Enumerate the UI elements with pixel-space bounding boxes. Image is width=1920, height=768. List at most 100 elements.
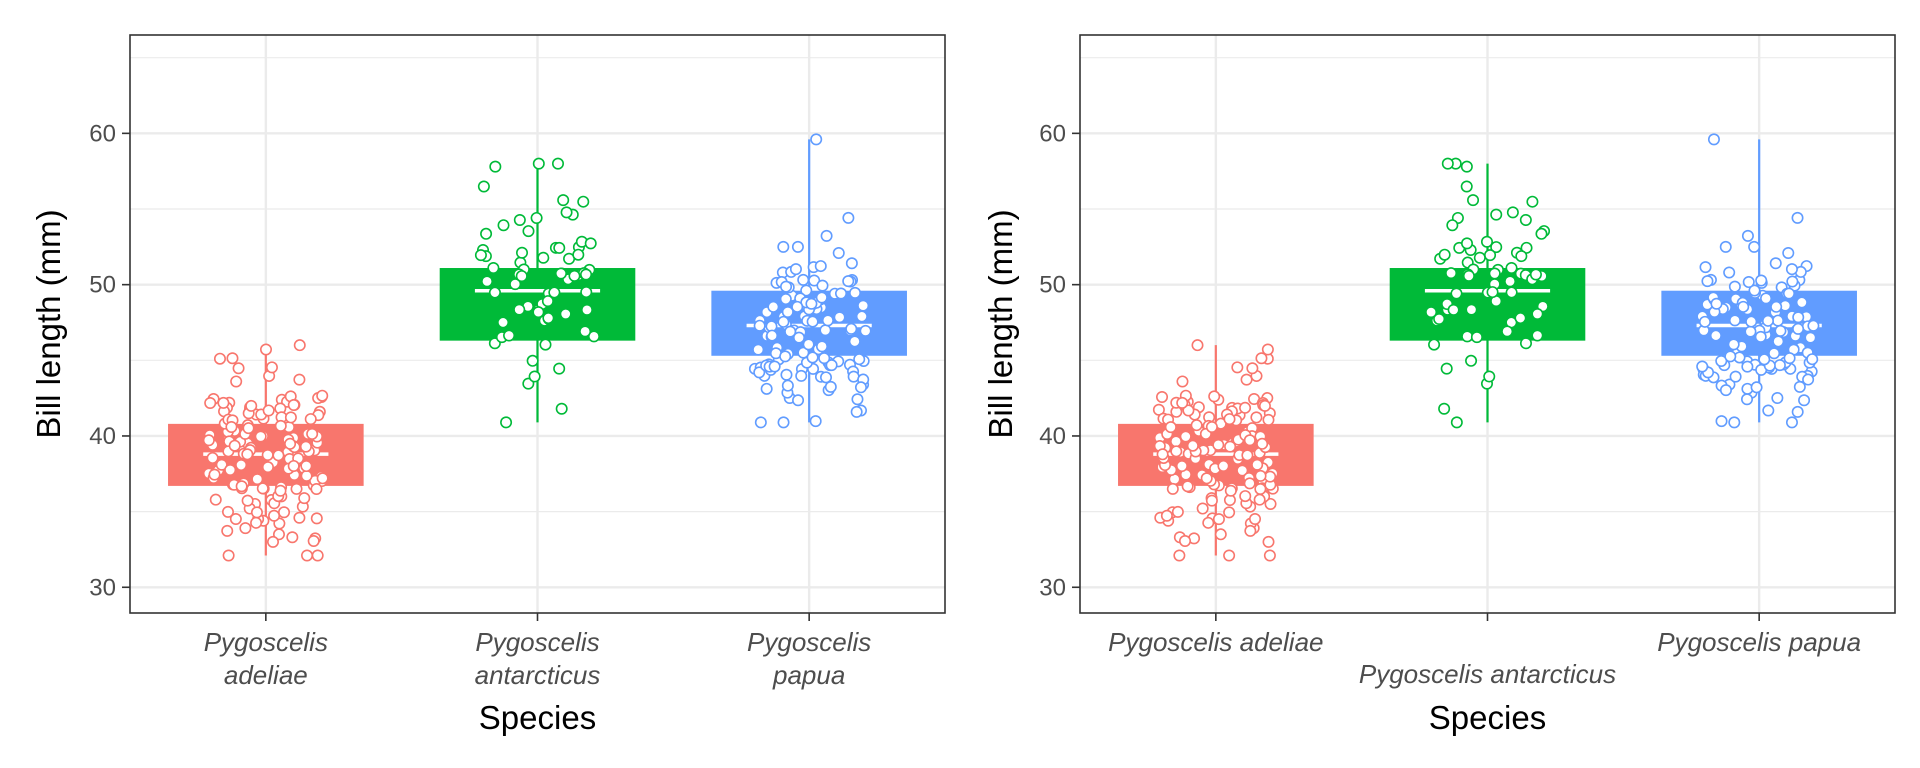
data-point bbox=[850, 405, 863, 418]
data-point bbox=[1699, 261, 1712, 274]
data-point bbox=[553, 362, 566, 375]
data-point bbox=[260, 343, 273, 356]
data-point bbox=[851, 393, 864, 406]
data-point bbox=[528, 370, 541, 383]
data-point bbox=[215, 458, 228, 471]
data-point bbox=[497, 219, 510, 232]
data-point bbox=[845, 257, 858, 270]
data-point bbox=[286, 531, 299, 544]
data-point bbox=[261, 461, 274, 474]
data-point bbox=[1806, 353, 1819, 366]
data-point bbox=[1488, 267, 1501, 280]
data-point bbox=[306, 427, 319, 440]
data-point bbox=[1223, 506, 1236, 519]
data-point bbox=[1719, 240, 1732, 253]
data-point bbox=[274, 419, 287, 432]
data-point bbox=[1755, 274, 1768, 287]
x-tick-label: Pygoscelis antarcticus bbox=[1359, 659, 1616, 689]
data-point bbox=[824, 380, 837, 393]
data-point bbox=[849, 286, 862, 299]
data-point bbox=[204, 396, 217, 409]
y-tick-label: 50 bbox=[1039, 272, 1066, 299]
data-point bbox=[1460, 160, 1473, 173]
data-point bbox=[855, 310, 868, 323]
data-point bbox=[842, 211, 855, 224]
data-point bbox=[1519, 337, 1532, 350]
data-point bbox=[1261, 343, 1274, 356]
data-point bbox=[1262, 535, 1275, 548]
data-point bbox=[854, 381, 867, 394]
data-point bbox=[1754, 330, 1767, 343]
data-point bbox=[587, 330, 600, 343]
data-point bbox=[221, 505, 234, 518]
data-point bbox=[795, 369, 808, 382]
data-point bbox=[1240, 373, 1253, 386]
data-point bbox=[584, 237, 597, 250]
data-point bbox=[1727, 338, 1740, 351]
data-point bbox=[1771, 391, 1784, 404]
data-point bbox=[781, 305, 794, 318]
data-point bbox=[1256, 437, 1269, 450]
data-point bbox=[1761, 314, 1774, 327]
data-point bbox=[805, 297, 818, 310]
data-point bbox=[513, 303, 526, 316]
data-point bbox=[1473, 251, 1486, 264]
data-point bbox=[217, 396, 230, 409]
data-point bbox=[235, 480, 248, 493]
data-point bbox=[316, 472, 329, 485]
data-point bbox=[1212, 513, 1225, 526]
data-point bbox=[1762, 404, 1775, 417]
y-axis: 30 40 50 60 bbox=[89, 120, 130, 601]
data-point bbox=[1249, 513, 1262, 526]
data-point bbox=[1205, 494, 1218, 507]
data-point bbox=[1156, 448, 1169, 461]
x-axis-title: Species bbox=[479, 699, 596, 736]
box bbox=[1389, 268, 1586, 341]
data-point bbox=[1196, 502, 1209, 515]
data-point bbox=[293, 511, 306, 524]
data-point bbox=[230, 375, 243, 388]
data-point bbox=[541, 295, 554, 308]
data-point bbox=[1441, 157, 1454, 170]
data-point bbox=[262, 404, 275, 417]
data-point bbox=[304, 413, 317, 426]
data-point bbox=[557, 194, 570, 207]
series-1 bbox=[439, 157, 636, 429]
data-point bbox=[1786, 275, 1799, 288]
box bbox=[1661, 290, 1857, 356]
data-point bbox=[1239, 490, 1252, 503]
data-point bbox=[1223, 549, 1236, 562]
data-point bbox=[1696, 360, 1709, 373]
data-point bbox=[548, 286, 561, 299]
data-point bbox=[1445, 267, 1458, 280]
y-tick-label: 30 bbox=[1039, 574, 1066, 601]
data-point bbox=[222, 549, 235, 562]
data-point bbox=[1748, 284, 1761, 297]
data-point bbox=[1785, 416, 1798, 429]
data-point bbox=[554, 267, 567, 280]
data-point bbox=[1170, 435, 1183, 448]
data-point bbox=[768, 360, 781, 373]
x-axis-title: Species bbox=[1429, 699, 1546, 736]
data-point bbox=[287, 459, 300, 472]
data-point bbox=[553, 241, 566, 254]
data-point bbox=[1200, 472, 1213, 485]
data-point bbox=[859, 324, 872, 337]
series-1 bbox=[1389, 157, 1586, 429]
y-tick-label: 40 bbox=[1039, 423, 1066, 450]
data-point bbox=[293, 373, 306, 386]
data-point bbox=[1251, 458, 1264, 471]
x-tick-label: Pygoscelis adeliae bbox=[1108, 627, 1323, 657]
data-point bbox=[1254, 469, 1267, 482]
x-axis: PygoscelisadeliaePygoscelisantarcticusPy… bbox=[204, 613, 871, 690]
data-point bbox=[503, 329, 516, 342]
y-tick-label: 60 bbox=[89, 120, 116, 147]
data-point bbox=[1175, 460, 1188, 473]
data-point bbox=[208, 468, 221, 481]
data-point bbox=[777, 240, 790, 253]
data-point bbox=[1254, 483, 1267, 496]
data-point bbox=[577, 195, 590, 208]
data-point bbox=[1744, 325, 1757, 338]
